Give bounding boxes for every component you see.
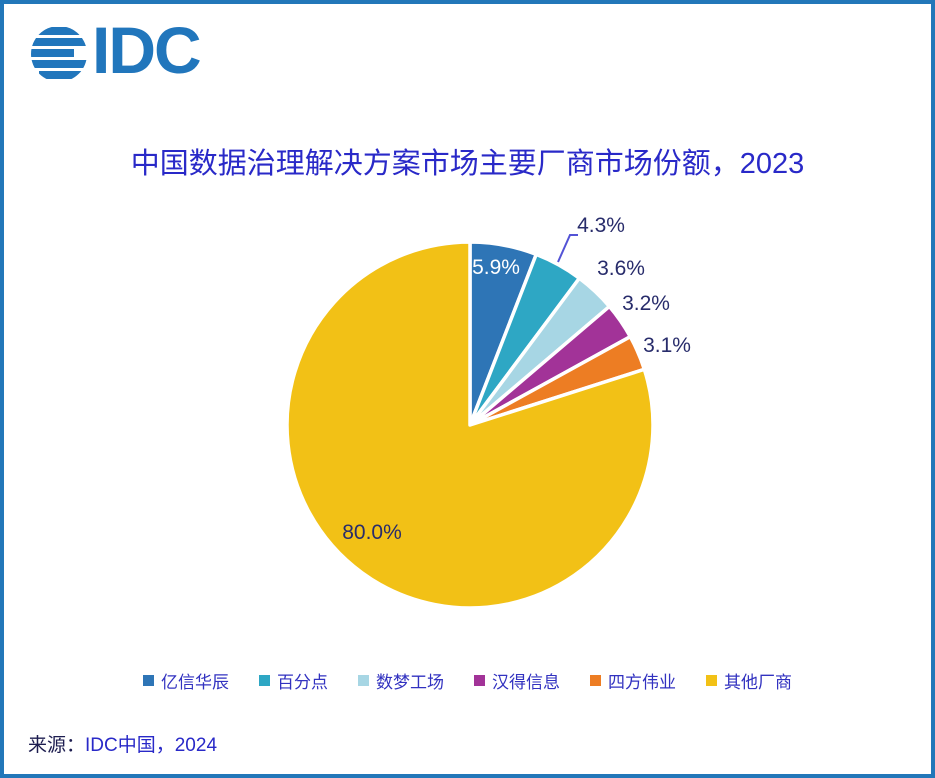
legend-item-4: 四方伟业 xyxy=(590,668,676,693)
legend-label: 数梦工场 xyxy=(376,673,444,692)
idc-globe-icon xyxy=(31,27,87,79)
pie-value-label-3: 3.2% xyxy=(622,292,670,315)
idc-logo-text: IDC xyxy=(92,13,202,87)
pie-value-label-1: 4.3% xyxy=(577,214,625,237)
legend-label: 亿信华辰 xyxy=(161,673,229,692)
pie-slice-5 xyxy=(285,240,655,610)
legend-swatch-icon xyxy=(590,675,601,686)
pie-value-label-5: 80.0% xyxy=(342,521,402,544)
pie-value-label-4: 3.1% xyxy=(643,334,691,357)
legend-item-2: 数梦工场 xyxy=(358,668,444,693)
legend-swatch-icon xyxy=(474,675,485,686)
legend-item-3: 汉得信息 xyxy=(474,668,560,693)
chart-legend: 亿信华辰 百分点 数梦工场 汉得信息 四方伟业 其他厂商 xyxy=(4,668,931,693)
legend-item-0: 亿信华辰 xyxy=(143,668,229,693)
legend-swatch-icon xyxy=(143,675,154,686)
source-line: 来源：IDC中国，2024 xyxy=(28,730,217,757)
legend-item-1: 百分点 xyxy=(259,668,328,693)
source-prefix: 来源： xyxy=(28,735,86,756)
legend-label: 百分点 xyxy=(277,673,328,692)
pie-value-label-2: 3.6% xyxy=(597,257,645,280)
legend-swatch-icon xyxy=(259,675,270,686)
pie-value-label-0: 5.9% xyxy=(472,256,520,279)
chart-title: 中国数据治理解决方案市场主要厂商市场份额，2023 xyxy=(130,148,805,180)
legend-item-5: 其他厂商 xyxy=(706,668,792,693)
legend-label: 汉得信息 xyxy=(492,673,560,692)
legend-label: 四方伟业 xyxy=(608,673,676,692)
legend-label: 其他厂商 xyxy=(724,673,792,692)
leader-line xyxy=(557,234,578,263)
legend-swatch-icon xyxy=(358,675,369,686)
source-value: IDC中国，2024 xyxy=(85,735,218,756)
legend-swatch-icon xyxy=(706,675,717,686)
pie-chart xyxy=(285,234,655,610)
